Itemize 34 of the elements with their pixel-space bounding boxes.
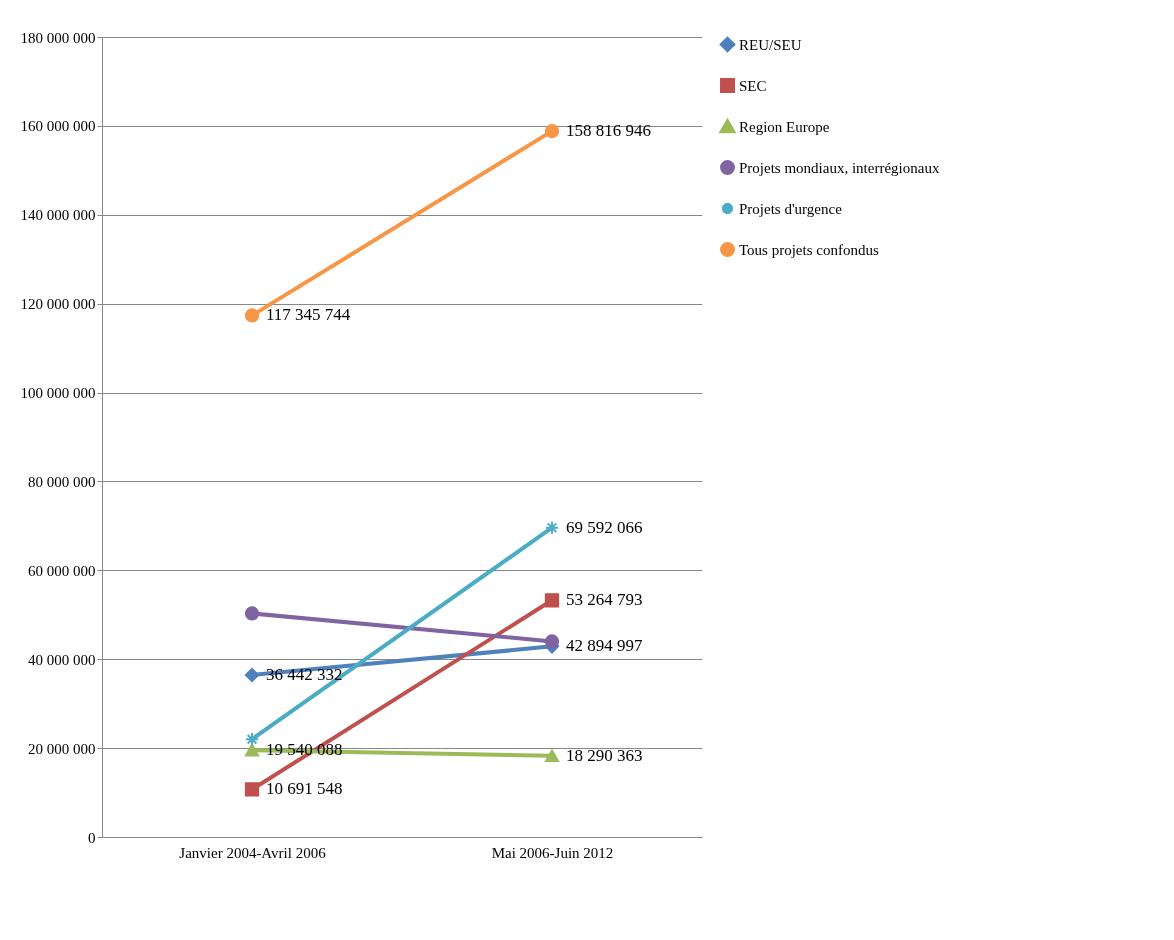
point <box>544 634 560 649</box>
data-label: 69 592 066 <box>566 517 643 537</box>
x-tick-label: Mai 2006-Juin 2012 <box>491 844 614 861</box>
point <box>544 520 560 535</box>
y-tick-label: 100 000 000 <box>20 385 96 402</box>
legend-label: Region Europe <box>739 118 830 135</box>
point <box>544 593 560 608</box>
point <box>244 732 260 747</box>
point <box>544 124 560 139</box>
y-tick-label: 80 000 000 <box>28 473 96 490</box>
y-tick-label: 60 000 000 <box>28 562 96 579</box>
y-tick-label: 180 000 000 <box>20 29 96 46</box>
legend-label: Projets mondiaux, interrégionaux <box>739 159 940 176</box>
y-tick-label: 40 000 000 <box>28 651 96 668</box>
y-tick-label: 0 <box>88 829 96 846</box>
data-label: 42 894 997 <box>566 636 643 656</box>
y-tick-label: 160 000 000 <box>20 118 96 135</box>
point <box>244 606 260 621</box>
y-tick-label: 20 000 000 <box>28 740 96 757</box>
legend-label: SEC <box>739 77 767 94</box>
point <box>244 308 260 323</box>
x-tick-label: Janvier 2004-Avril 2006 <box>179 844 327 861</box>
data-label: 18 290 363 <box>566 745 643 765</box>
point <box>244 667 260 683</box>
data-label: 158 816 946 <box>566 121 651 141</box>
y-tick-label: 140 000 000 <box>20 207 96 224</box>
data-label: 10 691 548 <box>266 779 343 799</box>
point <box>244 782 260 797</box>
legend-label: Projets d'urgence <box>739 200 843 217</box>
legend-label: REU/SEU <box>739 36 802 53</box>
legend-label: Tous projets confondus <box>739 241 879 258</box>
data-label: 53 264 793 <box>566 590 643 610</box>
y-tick-label: 120 000 000 <box>20 296 96 313</box>
data-label: 117 345 744 <box>266 305 351 325</box>
